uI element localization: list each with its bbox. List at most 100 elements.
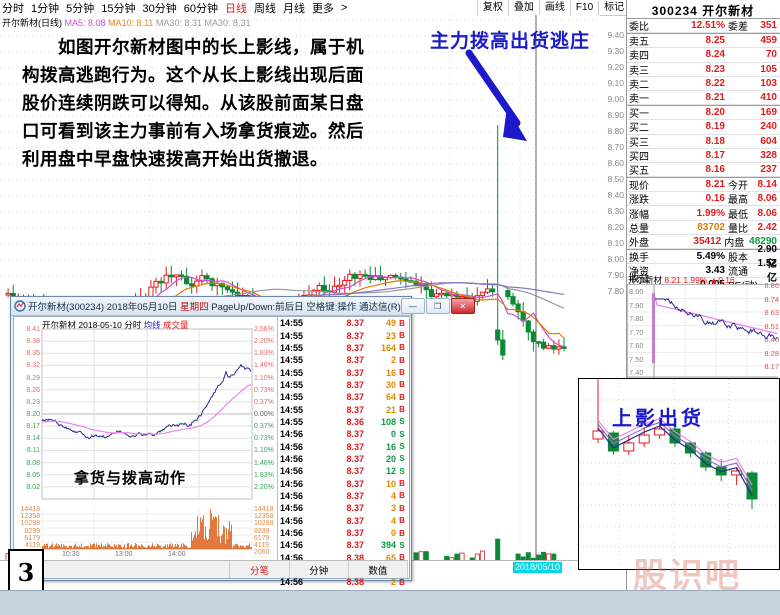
tick-row[interactable]: 14:56 8.38 2 B [278,576,409,588]
popup-right-tick-0: 2.56% [254,326,274,333]
minimize-button[interactable]: — [400,298,425,314]
app-icon [14,300,26,312]
toolbar-button-1[interactable]: 叠加 [507,0,539,15]
tick-row[interactable]: 14:55 8.37 30 B [278,379,409,391]
tick-row[interactable]: 14:56 8.37 0 S [278,428,409,440]
quote-table[interactable]: 委比 12.51% 委差 351 卖五 8.25 459 卖四 8.24 70 卖三 8.23 105 卖… [627,18,780,300]
tick-row[interactable]: 14:56 8.37 20 S [278,453,409,465]
quote-row[interactable]: 卖四 8.24 70 [627,48,780,63]
period-tab-1[interactable]: 1分钟 [31,2,60,15]
popup-left-vol-tick-5: 4119 [24,542,40,549]
tick-time: 14:56 [280,540,304,551]
quote-label-left: 卖一 [629,94,649,106]
kline-indicator-header: 开尔新材(日线) MA5: 8.08 MA10: 8.11 MA30: 8.31… [2,16,251,29]
tick-row[interactable]: 14:56 8.37 12 S [278,465,409,477]
quote-row[interactable]: 换手 5.49% 股本 2.90亿 [627,244,780,270]
period-tab-10[interactable]: > [341,1,348,14]
quote-row[interactable]: 净资 3.43 流通 1.52亿 [627,258,780,284]
tick-volume: 16 [385,367,396,378]
intraday-popup-window[interactable]: 开尔新材(300234) 2018年05月10日 星期四 PageUp/Down… [10,296,475,600]
tick-row[interactable]: 14:56 8.37 4 B [278,490,409,502]
tick-row[interactable]: 14:55 8.37 21 B [278,403,409,415]
tick-row[interactable]: 14:55 8.37 164 B [278,342,409,354]
quote-value-right: 459 [760,35,777,47]
quote-row[interactable]: 委比 12.51% 委差 351 [627,18,780,34]
popup-left-vol-tick-1: 12358 [20,513,40,521]
tick-row[interactable]: 14:56 8.37 4 B [278,515,409,527]
toolbar-button-3[interactable]: F10 [569,0,598,15]
tick-row[interactable]: 14:55 8.37 49 B [278,317,409,329]
maximize-button[interactable]: ❐ [425,298,450,314]
tick-row[interactable]: 14:55 8.37 16 B [278,366,409,378]
selected-date-label: 2018/05/10 [513,562,563,573]
quote-row[interactable]: 涨幅 1.99% 最低 8.06 [627,206,780,221]
note-line-0: 如图开尔新材图中的长上影线，属于机 [22,38,364,58]
tick-side: B [399,318,405,328]
mini-left-tick-3: 7.70 [629,327,644,337]
toolbar-button-0[interactable]: 复权 [476,0,508,15]
quote-row[interactable]: 卖三 8.23 105 [627,63,780,77]
quote-label-left: 卖三 [629,65,649,77]
tick-time: 14:55 [280,355,304,366]
tick-row[interactable]: 14:56 8.37 0 B [278,527,409,539]
close-button[interactable]: ✕ [450,298,475,314]
tick-price: 8.37 [346,540,364,551]
price-tick-16: 7.80 [607,286,624,296]
popup-tab-分钟[interactable]: 分钟 [290,561,349,578]
popup-titlebar[interactable]: 开尔新材(300234) 2018年05月10日 星期四 PageUp/Down… [11,297,475,316]
period-tab-3[interactable]: 15分钟 [101,2,136,15]
quote-row[interactable]: 买五 8.16 237 [627,163,780,178]
tick-row[interactable]: 14:56 8.37 10 B [278,477,409,489]
popup-tab-数值[interactable]: 数值 [349,561,409,578]
tick-row[interactable]: 14:56 8.37 16 S [278,440,409,452]
tick-time: 14:55 [280,404,304,415]
quote-row[interactable]: 卖二 8.22 103 [627,77,780,91]
toolbar-button-2[interactable]: 画线 [538,0,570,15]
inset-kline-chart[interactable] [578,378,780,570]
quote-label-left: 买二 [629,123,649,135]
mini-symbol: 开尔新材 [628,275,663,285]
tick-row[interactable]: 14:56 8.37 3 B [278,502,409,514]
period-tab-9[interactable]: 更多 [312,2,334,15]
quote-row[interactable]: 外盘 35412 内盘 48290 [627,235,780,249]
period-tab-0[interactable]: 分时 [2,2,24,15]
tick-time: 14:56 [280,577,304,588]
tick-row[interactable]: 14:56 8.37 394 S [278,539,409,551]
tick-row[interactable]: 14:55 8.37 23 B [278,329,409,341]
popup-time-tick-0: 10:30 [62,551,80,558]
quote-row[interactable]: 买二 8.19 240 [627,120,780,135]
toolbar-button-4[interactable]: 标记 [598,0,629,15]
quote-label-right: 委差 [728,22,748,34]
popup-tab-分笔[interactable]: 分笔 [230,561,290,578]
popup-intraday-chart[interactable]: 开尔新材 2018-05-10 分时 均线 成交量 拿货与拨高动作 8.41 8.… [14,317,276,560]
quote-row[interactable]: 涨跌 0.16 最高 8.06 [627,192,780,207]
tick-by-tick-list[interactable]: 14:55 8.37 49 B 14:55 8.37 23 B 14:55 8.37 164 B 14:… [277,317,409,600]
quote-row[interactable]: 买三 8.18 604 [627,135,780,149]
tick-time: 14:55 [280,330,304,341]
period-tab-4[interactable]: 30分钟 [142,2,177,15]
popup-tab-操作[interactable]: 操作 [14,561,231,578]
period-tab-6[interactable]: 日线 [225,2,247,15]
popup-left-tick-11: 8.08 [26,459,40,467]
tick-row[interactable]: 14:56 8.38 65 B [278,552,409,564]
quote-row[interactable]: 卖一 8.21 410 [627,91,780,106]
period-tab-8[interactable]: 月线 [283,2,305,15]
mini-intraday-chart[interactable]: 8.00 7.90 7.80 7.70 7.60 7.50 7.40 8.86 8.74 8.63… [627,281,780,396]
period-tab-5[interactable]: 60分钟 [183,2,218,15]
popup-title: 开尔新材(300234) 2018年05月10日 星期四 PageUp/Down… [11,299,401,313]
tick-row[interactable]: 14:55 8.37 2 B [278,354,409,366]
quote-row[interactable]: 买四 8.17 328 [627,149,780,163]
popup-tab-bar[interactable]: 操作分笔分钟数值 [14,560,409,578]
quote-value-right: 604 [760,135,777,147]
tick-volume: 49 [385,318,396,329]
period-tab-7[interactable]: 周线 [254,2,276,15]
quote-row[interactable]: 卖五 8.25 459 [627,33,780,49]
quote-row[interactable]: 现价 8.21 今开 8.14 [627,177,780,193]
popup-right-vol-tick-6: 2060 [254,549,270,557]
tick-row[interactable]: 14:55 8.36 108 S [278,416,409,428]
quote-row[interactable]: 买一 8.20 169 [627,105,780,121]
tick-row[interactable]: 14:55 8.37 64 B [278,391,409,403]
tick-volume: 10 [385,478,396,489]
quote-row[interactable]: 总量 83702 量比 2.42 [627,221,780,235]
period-tab-2[interactable]: 5分钟 [66,2,95,15]
